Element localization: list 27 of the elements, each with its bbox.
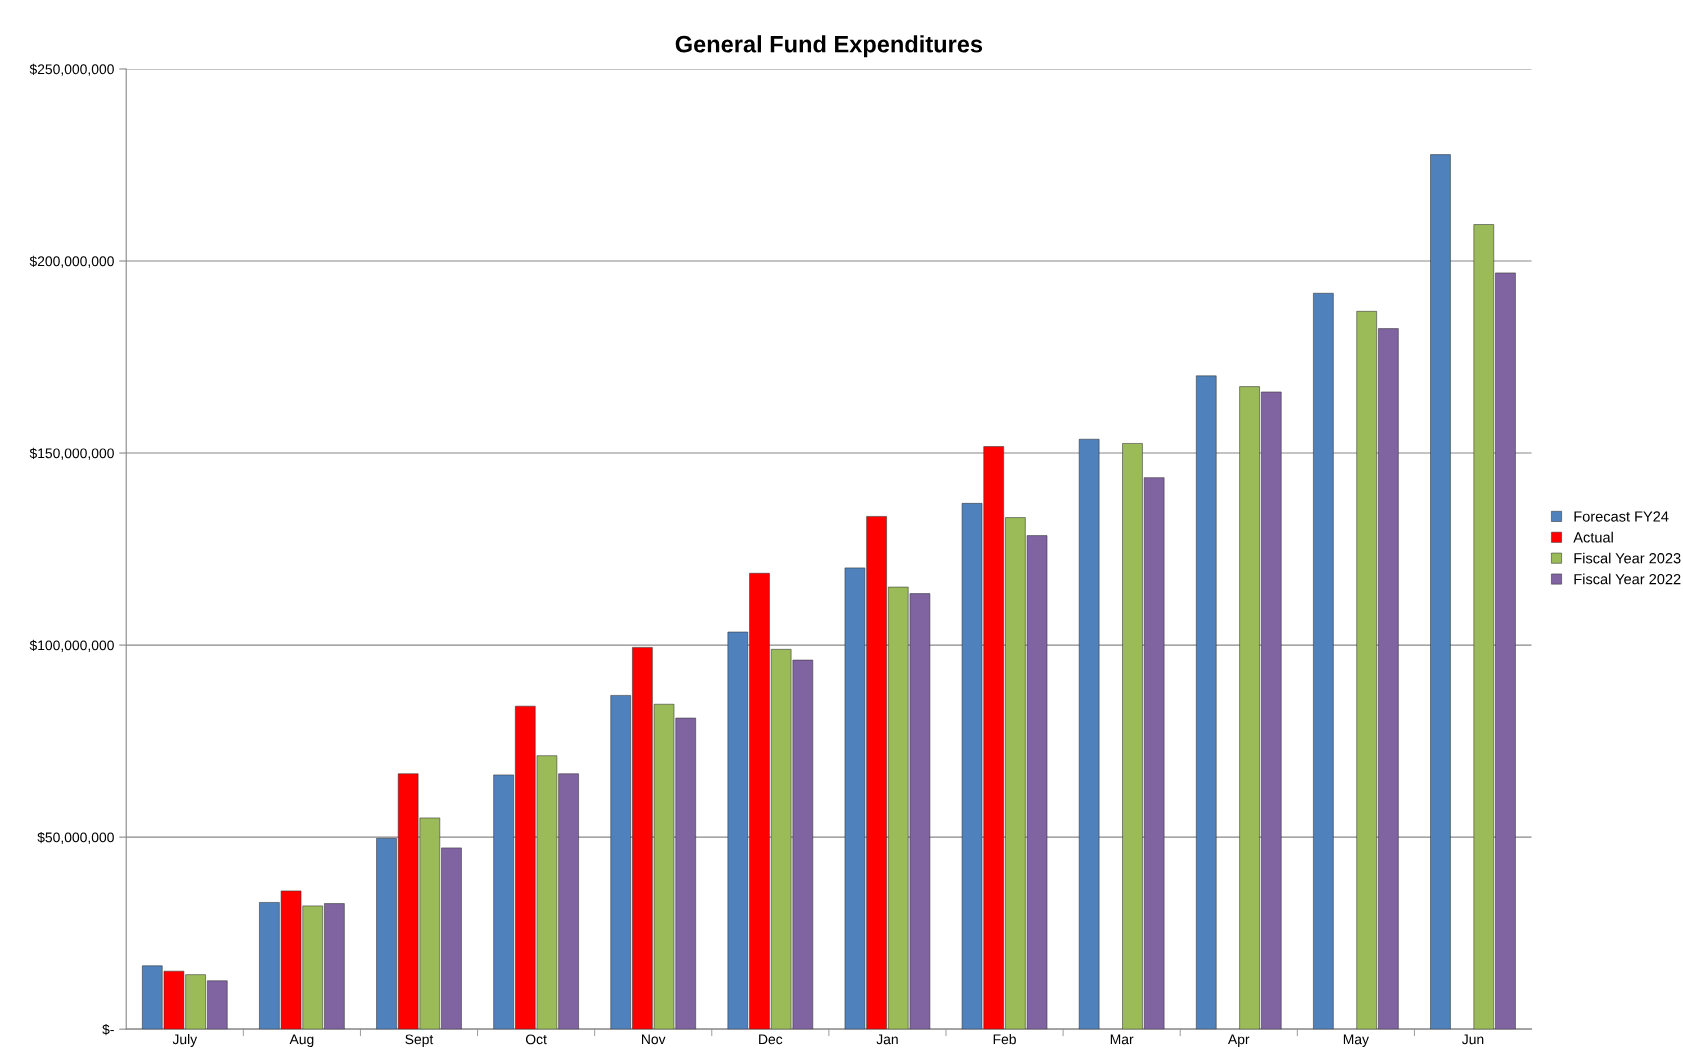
x-tick-label: Jan	[876, 1034, 898, 1045]
x-tick-label: Apr	[1227, 1034, 1250, 1047]
x-tick-label: Jun	[1462, 1034, 1484, 1045]
y-tick-label: $250,000,000	[29, 63, 114, 76]
bar	[1430, 154, 1451, 1030]
chart-title: General Fund Expenditures	[675, 35, 983, 58]
x-tick-label: Dec	[759, 1034, 783, 1045]
legend-label: Fiscal Year 2022	[1574, 573, 1681, 585]
y-tick-label: $100,000,000	[29, 639, 114, 652]
x-tick-label: July	[172, 1034, 198, 1047]
x-tick-label: Mar	[1110, 1034, 1134, 1045]
x-tick-label: Aug	[289, 1034, 314, 1047]
x-tick-label: Oct	[525, 1034, 547, 1045]
legend-label: Actual	[1573, 531, 1613, 543]
bar	[1313, 292, 1334, 1030]
x-tick-label: Nov	[642, 1034, 666, 1045]
bar	[1078, 438, 1100, 1030]
y-tick-label: $50,000,000	[37, 831, 114, 844]
x-tick-label: May	[1343, 1034, 1369, 1047]
y-tick-label: $200,000,000	[29, 255, 114, 268]
y-tick-label: $-	[102, 1023, 114, 1036]
x-tick-label: Sept	[405, 1034, 434, 1047]
legend-label: Forecast FY24	[1574, 511, 1669, 522]
legend-label: Fiscal Year 2023	[1574, 552, 1681, 564]
y-tick-label: $150,000,000	[29, 447, 114, 460]
x-tick-label: Feb	[993, 1034, 1016, 1045]
bar	[1196, 375, 1217, 1030]
